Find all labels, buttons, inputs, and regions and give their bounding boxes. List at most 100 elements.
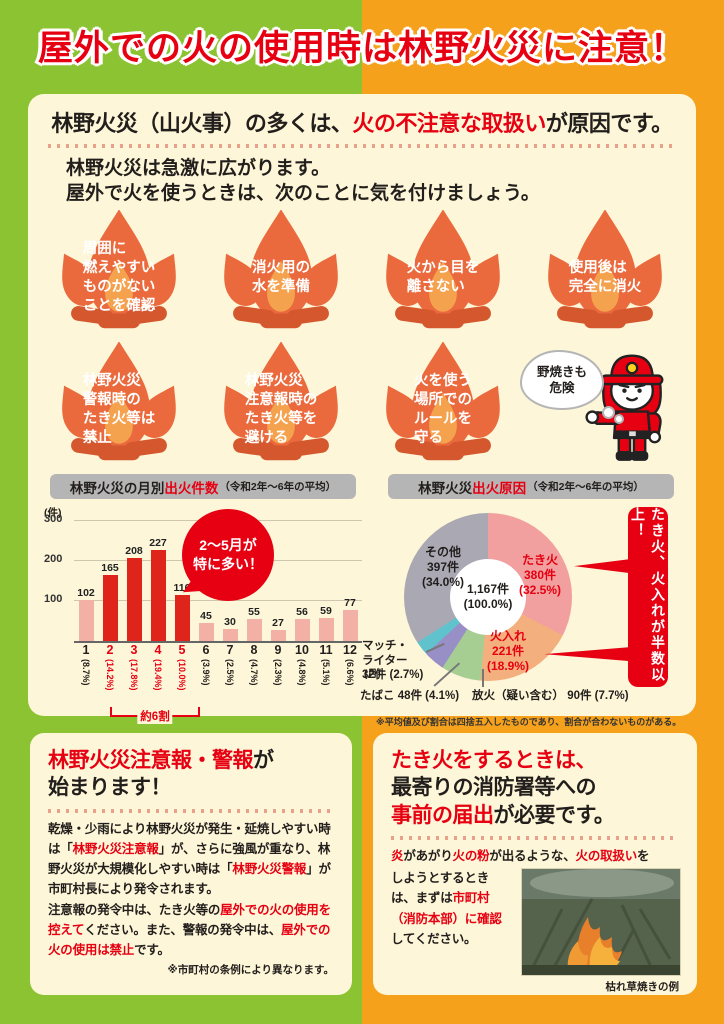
- pie-total-percent: (100.0%): [463, 597, 513, 612]
- highlighted-text: 火の取扱い: [575, 848, 638, 863]
- pie-slice-label: 放火（疑い含む） 90件 (7.7%): [472, 690, 629, 703]
- burning-grass-image: [521, 868, 681, 977]
- flame-caption: 火を使う 場所での ルールを 守る: [414, 372, 472, 447]
- alerts-title-line2: 始まります！: [48, 776, 172, 800]
- highlighted-text: 市町村（消防本部）に確認: [391, 891, 502, 926]
- percent-labels: (8.7%) (14.2%) (17.8%) (19.4%) (10.0%) (3.9%)…: [74, 659, 362, 707]
- bar-value: 116: [173, 581, 191, 594]
- percent-label: (4.8%): [297, 659, 307, 686]
- banner-connector: [544, 647, 630, 662]
- flame-card: 火を使う 場所での ルールを 守る: [362, 340, 524, 470]
- flame-caption: 使用後は 完全に消火: [568, 260, 642, 296]
- lead-line2: 屋外で火を使うときは、次のことに気を付けましょう。: [66, 183, 540, 205]
- pie-chart-title-red: 出火原因: [472, 480, 527, 496]
- highlighted-text: 火の粉: [452, 848, 490, 863]
- plain-text: してください。: [391, 931, 477, 946]
- speech-bubble: 野焼きも 危険: [520, 350, 604, 411]
- pie-slice-label: たき火 380件 (32.5%): [518, 553, 562, 598]
- plain-text: 」が、さらに強風が重なり、林野火災が大規模化しやすい時は「: [48, 841, 331, 877]
- main-panel: 林野火災（山火事）の多くは、火の不注意な取扱いが原因です。 林野火災は急激に広が…: [28, 94, 696, 727]
- alerts-title: 林野火災注意報・警報が 始まります！: [48, 747, 334, 802]
- alerts-body-text: 乾燥・少雨により林野火災が発生・延焼しやすい時は「林野火災注意報」が、さらに強風…: [48, 819, 334, 961]
- charts-row: 林野火災の月別 出火件数 （令和2年～6年の平均） (件) 2～5月が 特に多い！ …: [38, 474, 686, 728]
- percent-label: (8.7%): [81, 659, 91, 686]
- x-tick-label: 4: [154, 643, 162, 658]
- bar-slot: 227: [146, 537, 170, 642]
- banner-connector: [574, 559, 630, 574]
- ytick: 300: [44, 513, 63, 526]
- bottom-panels: 林野火災注意報・警報が 始まります！ 乾燥・少雨により林野火災が発生・延焼しやす…: [30, 733, 697, 995]
- ytick: 100: [44, 593, 63, 606]
- plain-text: を: [637, 848, 650, 863]
- pie-area: 1,167件 (100.0%) たき火、火入れが半数以上！ たき火 380件 (…: [360, 501, 686, 709]
- bracket-label: 約6割: [137, 708, 173, 725]
- lead-paragraph: 林野火災は急激に広がります。 屋外で火を使うときは、次のことに気を付けましょう。: [66, 156, 696, 206]
- callout-bubble: 2～5月が 特に多い！: [180, 509, 274, 603]
- pie-center-label: 1,167件 (100.0%): [450, 559, 526, 636]
- highlighted-text: 屋外での火の使用は禁止: [48, 922, 331, 958]
- lead-heading: 林野火災（山火事）の多くは、火の不注意な取扱いが原因です。: [28, 94, 696, 138]
- plain-text: しようとするときは、まずは: [391, 871, 490, 906]
- flame-caption: 林野火災 警報時の たき火等は 禁止: [82, 372, 156, 447]
- pointer-line: [482, 669, 484, 688]
- callout-text: 2～5月が 特に多い！: [193, 537, 263, 573]
- x-axis-labels: 1 2 3 4 5 6 7 8 9 10 11 12: [74, 643, 362, 657]
- bar-value: 56: [296, 605, 308, 618]
- plain-text: が出るような、: [489, 848, 576, 863]
- x-tick-label: 12: [343, 643, 357, 658]
- percent-label: (17.8%): [129, 659, 139, 691]
- percent-label: (14.2%): [105, 659, 115, 691]
- plain-text: ください。また、警報の発令中は、: [84, 922, 282, 937]
- notify-title: たき火をするときは、 最寄りの消防署等への 事前の届出が必要です。: [391, 747, 679, 829]
- highlighted-text: 炎: [391, 848, 404, 863]
- bar-value: 208: [125, 544, 143, 557]
- precautions-row-1: 周囲に 燃えやすい ものがない ことを確認 消火用の 水を準備 火から目を 離さ…: [38, 208, 686, 338]
- photo-caption: 枯れ草焼きの例: [605, 981, 680, 994]
- pie-slice-label: その他 397件 (34.0%): [421, 545, 465, 590]
- x-tick-label: 6: [202, 643, 210, 658]
- bar: [174, 594, 190, 642]
- bar-slot: 102: [74, 587, 98, 642]
- plain-text: があがり: [403, 848, 453, 863]
- plain-text: 注意報の発令中は、たき火等の: [48, 902, 221, 917]
- bar-slot: 77: [338, 597, 362, 642]
- bar-slot: 116: [170, 581, 194, 642]
- bar: [318, 617, 334, 642]
- bar-value: 77: [344, 597, 356, 610]
- dotted-divider: [391, 835, 679, 840]
- percent-label: (19.4%): [153, 659, 163, 691]
- bar-slot: 27: [266, 617, 290, 642]
- bar: [246, 619, 262, 642]
- notify-body-rest: しようとするときは、まずは市町村（消防本部）に確認してください。: [391, 868, 513, 994]
- percent-label: (6.6%): [345, 659, 355, 686]
- alerts-title-black: が: [253, 749, 274, 772]
- flame-card: 使用後は 完全に消火: [524, 208, 686, 338]
- x-tick-label: 10: [295, 643, 309, 658]
- flame-card: 消火用の 水を準備: [200, 208, 362, 338]
- x-tick-label: 9: [274, 643, 282, 658]
- x-tick-label: 5: [178, 643, 186, 658]
- bar-slot: 56: [290, 605, 314, 642]
- dotted-divider: [48, 808, 334, 813]
- percent-label: (2.3%): [273, 659, 283, 686]
- flame-card: 周囲に 燃えやすい ものがない ことを確認: [38, 208, 200, 338]
- pie-total-count: 1,167件: [466, 581, 510, 596]
- lead-heading-black1: 林野火災（山火事）の多くは、: [51, 111, 353, 136]
- speech-bubble-dot: [602, 406, 615, 420]
- notify-row: しようとするときは、まずは市町村（消防本部）に確認してください。 枯れ草焼きの例: [391, 868, 681, 994]
- x-axis-unit: (月): [364, 669, 381, 681]
- alerts-title-red: 林野火災注意報・警報: [48, 749, 254, 772]
- bar: [78, 600, 94, 642]
- bar: [150, 550, 166, 642]
- y-axis-unit: (件): [44, 507, 62, 520]
- flame-card: 林野火災 注意報時の たき火等を 避ける: [200, 340, 362, 470]
- alerts-panel: 林野火災注意報・警報が 始まります！ 乾燥・少雨により林野火災が発生・延焼しやす…: [30, 733, 352, 995]
- pie-chart-title: 林野火災 出火原因 （令和2年～6年の平均）: [388, 474, 674, 500]
- plain-text: 乾燥・少雨により林野火災が発生・延焼しやすい時は「: [48, 821, 331, 856]
- bar: [294, 618, 310, 642]
- pie-chart-title-small: （令和2年～6年の平均）: [527, 481, 644, 494]
- bar-slot: 45: [194, 610, 218, 642]
- highlight-bracket: 約6割: [110, 707, 200, 725]
- bar-value: 55: [248, 606, 260, 619]
- flame-caption: 火から目を 離さない: [406, 260, 480, 296]
